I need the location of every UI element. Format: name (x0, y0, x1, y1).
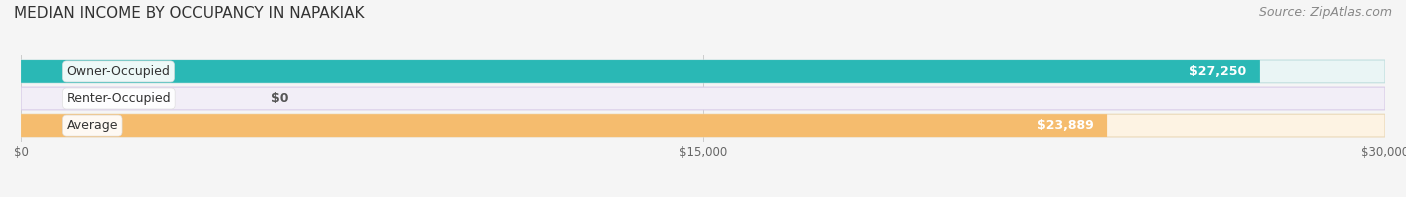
FancyBboxPatch shape (21, 114, 1385, 137)
Text: Renter-Occupied: Renter-Occupied (66, 92, 172, 105)
FancyBboxPatch shape (21, 87, 1385, 110)
Text: Owner-Occupied: Owner-Occupied (66, 65, 170, 78)
Text: MEDIAN INCOME BY OCCUPANCY IN NAPAKIAK: MEDIAN INCOME BY OCCUPANCY IN NAPAKIAK (14, 6, 364, 21)
Text: $27,250: $27,250 (1189, 65, 1246, 78)
FancyBboxPatch shape (21, 60, 1260, 83)
Text: $0: $0 (271, 92, 288, 105)
Text: Average: Average (66, 119, 118, 132)
Text: Source: ZipAtlas.com: Source: ZipAtlas.com (1258, 6, 1392, 19)
FancyBboxPatch shape (21, 114, 1107, 137)
Text: $23,889: $23,889 (1036, 119, 1094, 132)
FancyBboxPatch shape (21, 60, 1385, 83)
